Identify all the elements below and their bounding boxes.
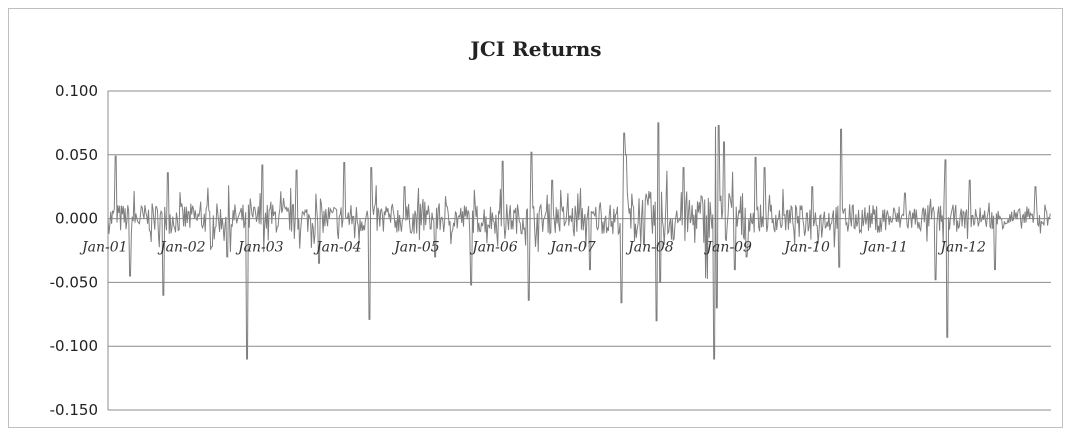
series-layer (107, 122, 1051, 360)
returns-series-line (107, 122, 1051, 360)
x-tick-label: Jan-01 (79, 240, 128, 256)
x-tick-label: Jan-12 (937, 240, 986, 256)
y-axis-ticks: 0.100 0.050 0.000 -0.050 -0.100 -0.150 (50, 82, 98, 419)
x-tick-label: Jan-11 (859, 240, 908, 256)
y-tick-label: 0.000 (55, 210, 98, 228)
x-tick-label: Jan-02 (157, 240, 206, 256)
chart-frame: JCI Returns 0.100 0.050 0.000 -0.050 -0.100 -… (8, 8, 1063, 428)
chart-title: JCI Returns (468, 37, 601, 61)
x-tick-label: Jan-04 (313, 240, 362, 256)
y-tick-label: -0.150 (50, 401, 98, 419)
x-tick-label: Jan-09 (703, 240, 752, 256)
x-tick-label: Jan-03 (235, 240, 284, 256)
x-tick-label: Jan-10 (781, 240, 830, 256)
returns-line-chart: JCI Returns 0.100 0.050 0.000 -0.050 -0.100 -… (50, 37, 1051, 419)
x-axis-ticks: Jan-01 Jan-02 Jan-03 Jan-04 Jan-05 Jan-06 Jan-… (79, 240, 986, 256)
x-tick-label: Jan-06 (469, 240, 518, 256)
y-tick-label: 0.050 (55, 146, 98, 164)
x-tick-label: Jan-07 (547, 240, 596, 256)
x-tick-label: Jan-08 (625, 240, 674, 256)
y-tick-label: -0.050 (50, 273, 98, 291)
x-tick-label: Jan-05 (391, 240, 440, 256)
y-tick-label: -0.100 (50, 337, 98, 355)
y-tick-label: 0.100 (55, 82, 98, 100)
